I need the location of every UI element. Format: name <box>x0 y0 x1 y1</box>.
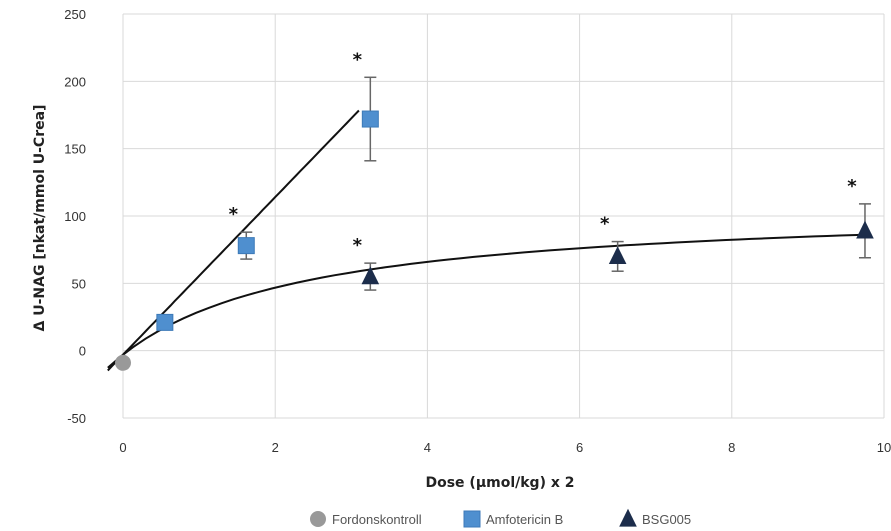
legend-label-amfotericin-b: Amfotericin B <box>486 512 563 527</box>
y-tick-label: 150 <box>64 142 86 157</box>
legend-marker-amfotericin-b <box>463 510 481 528</box>
y-tick-label: 100 <box>64 209 86 224</box>
significance-star: * <box>353 49 363 70</box>
legend-marker-fordonskontroll <box>310 511 326 527</box>
significance-star: * <box>353 235 363 256</box>
point-amfotericin-b <box>156 313 174 331</box>
trend-lines <box>107 109 866 372</box>
significance-star: * <box>600 214 610 235</box>
y-tick-label: 200 <box>64 74 86 89</box>
point-bsg005 <box>608 246 627 265</box>
y-axis-title: Δ U-NAG [nkat/mmol U-Crea] <box>32 105 48 332</box>
y-tick-label: 50 <box>72 276 86 291</box>
x-tick-label: 6 <box>576 440 583 455</box>
significance-star: * <box>847 176 857 197</box>
grid-lines <box>122 13 885 419</box>
point-amfotericin-b <box>361 110 379 128</box>
point-bsg005 <box>856 220 874 239</box>
y-axis-ticks: -50 0 50 100 150 200 250 <box>64 7 86 426</box>
x-axis-title: Dose (µmol/kg) x 2 <box>425 475 574 491</box>
x-tick-label: 2 <box>272 440 279 455</box>
point-bsg005 <box>361 266 380 285</box>
data-points <box>115 110 874 371</box>
legend-label-bsg005: BSG005 <box>642 512 691 527</box>
x-tick-label: 10 <box>877 440 891 455</box>
y-tick-label: 250 <box>64 7 86 22</box>
point-fordonskontroll <box>115 354 131 371</box>
x-axis-ticks: 0 2 4 6 8 10 <box>119 440 891 455</box>
legend-marker-bsg005 <box>619 508 637 527</box>
legend: Fordonskontroll Amfotericin B BSG005 <box>310 508 691 528</box>
x-tick-label: 8 <box>728 440 735 455</box>
trend-line-bsg005 <box>107 233 866 369</box>
y-tick-label: -50 <box>67 411 86 426</box>
x-tick-label: 4 <box>424 440 431 455</box>
x-tick-label: 0 <box>119 440 126 455</box>
point-amfotericin-b <box>237 237 255 255</box>
legend-label-fordonskontroll: Fordonskontroll <box>332 512 422 527</box>
significance-stars: * * * * * <box>229 49 858 256</box>
error-bars <box>240 76 871 291</box>
significance-star: * <box>229 204 239 225</box>
y-tick-label: 0 <box>79 344 86 359</box>
trend-line-amfotericin-b <box>107 109 360 372</box>
